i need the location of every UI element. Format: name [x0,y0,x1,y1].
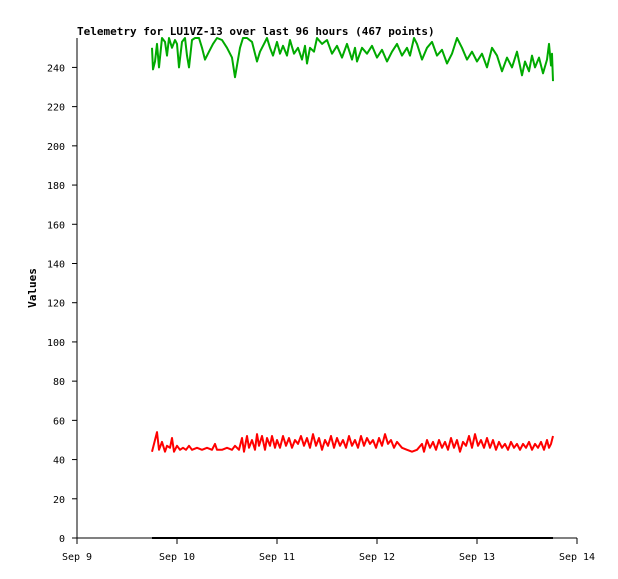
y-tick-label: 100 [47,338,65,349]
y-tick-label: 240 [47,63,65,74]
x-tick-label: Sep 11 [259,552,295,563]
chart-title: Telemetry for LU1VZ-13 over last 96 hour… [77,25,435,38]
x-tick-label: Sep 9 [62,552,92,563]
x-axis: Sep 9 Sep 10 Sep 11 Sep 12 Sep 13 Sep 14 [62,538,595,563]
y-tick-label: 200 [47,142,65,153]
y-tick-label: 80 [53,377,65,388]
y-tick-label: 40 [53,456,65,467]
y-tick-label: 0 [59,534,65,545]
y-tick-label: 160 [47,220,65,231]
series-layer [151,37,554,539]
y-tick-label: 180 [47,181,65,192]
y-tick-label: 20 [53,495,65,506]
x-tick-label: Sep 13 [459,552,495,563]
y-axis: 0 20 40 60 80 100 120 140 160 180 200 220 240 [47,63,77,545]
x-tick-label: Sep 12 [359,552,395,563]
x-tick-label: Sep 10 [159,552,195,563]
x-tick-label: Sep 14 [559,552,595,563]
series-line-2 [151,431,554,453]
plot-area [76,38,577,539]
series-line-1 [151,37,554,82]
y-axis-label: Values [26,268,39,308]
y-tick-label: 220 [47,103,65,114]
y-tick-label: 120 [47,299,65,310]
y-tick-label: 140 [47,259,65,270]
y-tick-label: 60 [53,416,65,427]
